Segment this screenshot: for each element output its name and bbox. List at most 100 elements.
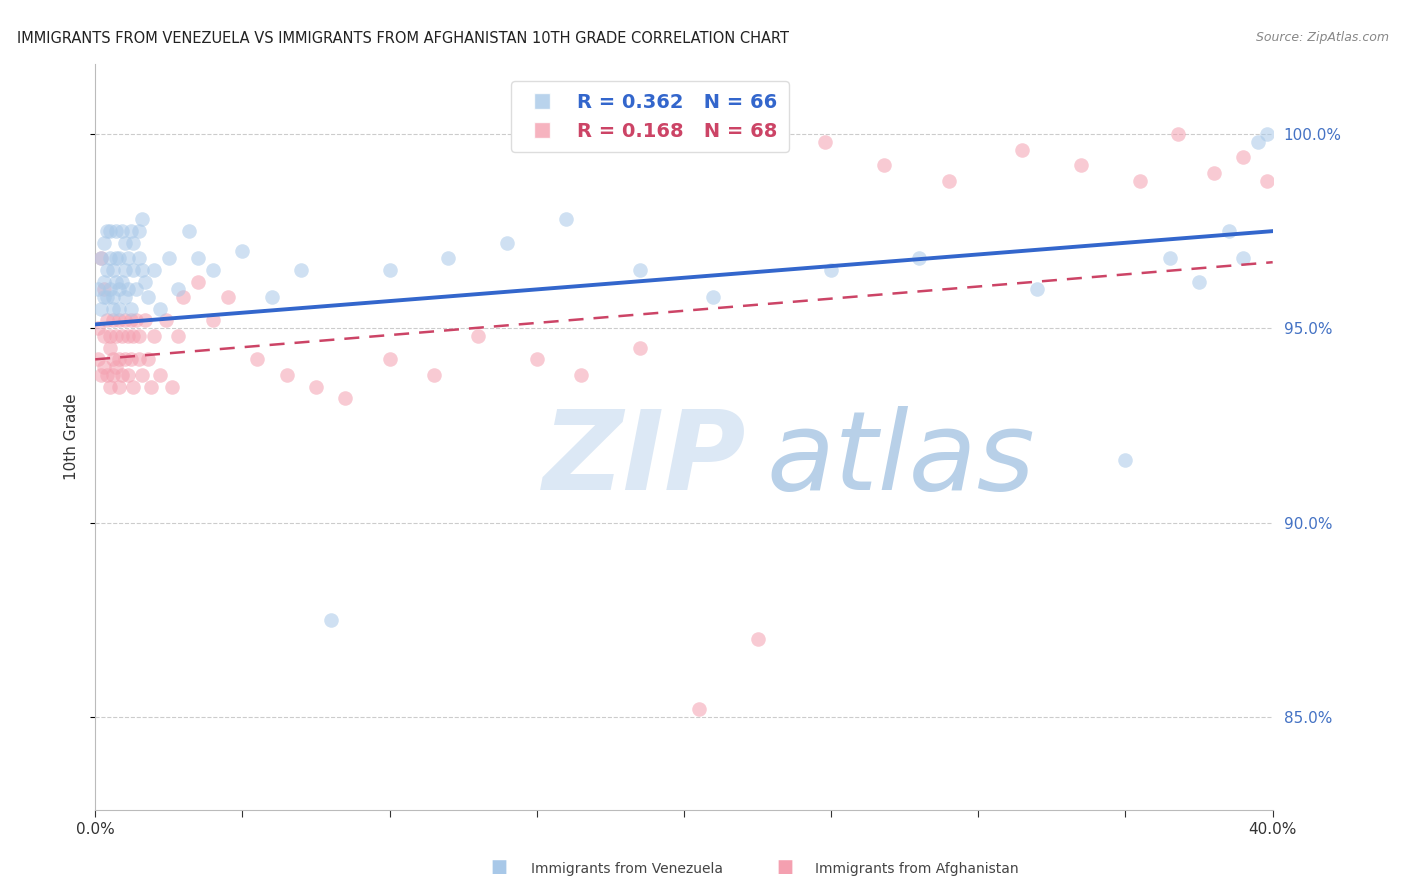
- Point: [98, 341, 121, 355]
- Point: [1247, 135, 1270, 149]
- Point: [87, 321, 110, 335]
- Point: [128, 329, 150, 343]
- Point: [1026, 282, 1049, 296]
- Text: ■: ■: [491, 858, 508, 876]
- Text: Immigrants from Afghanistan: Immigrants from Afghanistan: [815, 862, 1019, 876]
- Point: [276, 368, 298, 382]
- Point: [908, 252, 931, 266]
- Point: [217, 290, 239, 304]
- Point: [101, 352, 124, 367]
- Point: [98, 379, 121, 393]
- Legend: R = 0.362   N = 66, R = 0.168   N = 68: R = 0.362 N = 66, R = 0.168 N = 68: [512, 81, 789, 153]
- Point: [114, 352, 136, 367]
- Point: [437, 252, 460, 266]
- Y-axis label: 10th Grade: 10th Grade: [65, 393, 79, 481]
- Point: [1256, 127, 1278, 141]
- Point: [90, 252, 112, 266]
- Point: [688, 702, 710, 716]
- Point: [166, 282, 188, 296]
- Point: [93, 360, 115, 375]
- Point: [96, 263, 118, 277]
- Point: [628, 263, 651, 277]
- Point: [111, 368, 134, 382]
- Point: [101, 263, 124, 277]
- Point: [747, 632, 769, 646]
- Point: [131, 212, 153, 227]
- Point: [120, 224, 142, 238]
- Point: [378, 352, 401, 367]
- Point: [179, 224, 201, 238]
- Point: [131, 368, 153, 382]
- Point: [125, 313, 148, 327]
- Point: [526, 352, 548, 367]
- Point: [157, 252, 180, 266]
- Point: [1167, 127, 1189, 141]
- Point: [122, 263, 145, 277]
- Point: [87, 352, 110, 367]
- Point: [246, 352, 269, 367]
- Point: [260, 290, 283, 304]
- Point: [90, 252, 112, 266]
- Point: [111, 329, 134, 343]
- Point: [149, 368, 172, 382]
- Point: [111, 224, 134, 238]
- Point: [231, 244, 253, 258]
- Point: [101, 301, 124, 316]
- Point: [378, 263, 401, 277]
- Point: [628, 341, 651, 355]
- Text: IMMIGRANTS FROM VENEZUELA VS IMMIGRANTS FROM AFGHANISTAN 10TH GRADE CORRELATION : IMMIGRANTS FROM VENEZUELA VS IMMIGRANTS …: [17, 31, 789, 46]
- Point: [93, 329, 115, 343]
- Point: [101, 313, 124, 327]
- Point: [1188, 275, 1211, 289]
- Point: [143, 263, 166, 277]
- Point: [107, 252, 129, 266]
- Point: [114, 235, 136, 250]
- Point: [938, 173, 960, 187]
- Point: [104, 329, 127, 343]
- Point: [136, 290, 159, 304]
- Point: [93, 290, 115, 304]
- Point: [496, 235, 519, 250]
- Point: [422, 368, 444, 382]
- Point: [134, 313, 156, 327]
- Point: [1159, 252, 1181, 266]
- Point: [120, 301, 142, 316]
- Text: Immigrants from Venezuela: Immigrants from Venezuela: [531, 862, 724, 876]
- Point: [131, 263, 153, 277]
- Point: [101, 368, 124, 382]
- Point: [290, 263, 312, 277]
- Point: [873, 158, 896, 172]
- Point: [114, 290, 136, 304]
- Point: [149, 301, 172, 316]
- Point: [93, 235, 115, 250]
- Point: [98, 224, 121, 238]
- Point: [117, 368, 139, 382]
- Point: [93, 275, 115, 289]
- Point: [160, 379, 183, 393]
- Point: [173, 290, 195, 304]
- Point: [1129, 173, 1152, 187]
- Point: [98, 252, 121, 266]
- Point: [96, 368, 118, 382]
- Point: [90, 301, 112, 316]
- Point: [87, 282, 110, 296]
- Point: [1114, 453, 1136, 467]
- Text: atlas: atlas: [766, 406, 1035, 513]
- Point: [98, 329, 121, 343]
- Point: [143, 329, 166, 343]
- Point: [128, 224, 150, 238]
- Point: [107, 379, 129, 393]
- Point: [107, 313, 129, 327]
- Point: [128, 352, 150, 367]
- Point: [117, 252, 139, 266]
- Point: [114, 263, 136, 277]
- Point: [139, 379, 162, 393]
- Point: [96, 290, 118, 304]
- Point: [111, 275, 134, 289]
- Point: [136, 352, 159, 367]
- Text: ■: ■: [776, 858, 793, 876]
- Point: [187, 275, 209, 289]
- Point: [120, 352, 142, 367]
- Point: [122, 329, 145, 343]
- Point: [319, 613, 342, 627]
